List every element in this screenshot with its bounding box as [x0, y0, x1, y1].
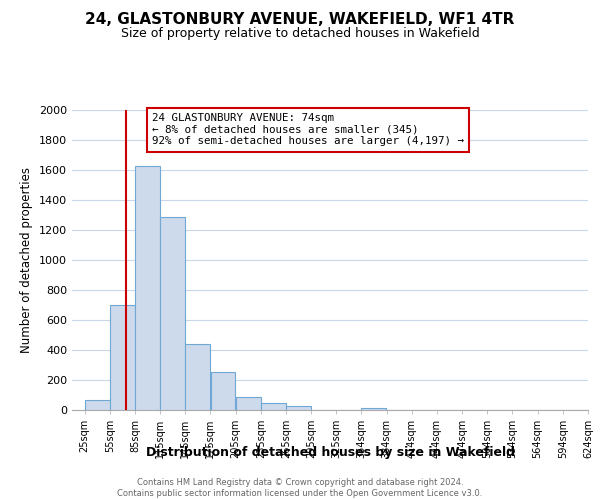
- Y-axis label: Number of detached properties: Number of detached properties: [20, 167, 34, 353]
- Bar: [160, 217, 185, 410]
- Bar: [211, 372, 235, 410]
- Text: Size of property relative to detached houses in Wakefield: Size of property relative to detached ho…: [121, 28, 479, 40]
- Text: 24 GLASTONBURY AVENUE: 74sqm
← 8% of detached houses are smaller (345)
92% of se: 24 GLASTONBURY AVENUE: 74sqm ← 8% of det…: [152, 113, 464, 146]
- Bar: [261, 402, 286, 410]
- Bar: [236, 396, 260, 410]
- Bar: [85, 400, 110, 410]
- Text: Distribution of detached houses by size in Wakefield: Distribution of detached houses by size …: [146, 446, 515, 459]
- Text: Contains HM Land Registry data © Crown copyright and database right 2024.: Contains HM Land Registry data © Crown c…: [137, 478, 463, 487]
- Bar: [361, 408, 386, 410]
- Bar: [286, 406, 311, 410]
- Bar: [110, 305, 135, 410]
- Bar: [185, 344, 210, 410]
- Bar: [135, 166, 160, 410]
- Text: Contains public sector information licensed under the Open Government Licence v3: Contains public sector information licen…: [118, 490, 482, 498]
- Text: 24, GLASTONBURY AVENUE, WAKEFIELD, WF1 4TR: 24, GLASTONBURY AVENUE, WAKEFIELD, WF1 4…: [85, 12, 515, 28]
